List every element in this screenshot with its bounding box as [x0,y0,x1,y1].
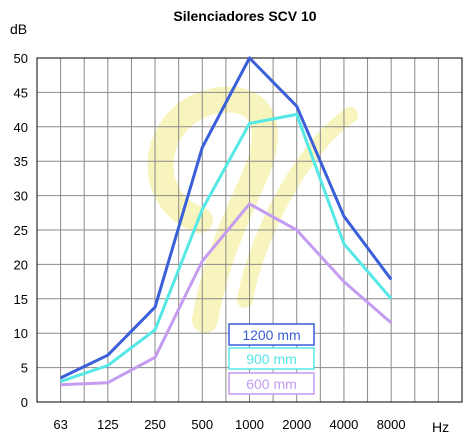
legend-box [228,323,315,346]
y-tick-label: 50 [14,51,28,66]
x-tick-label: 63 [53,417,67,432]
legend-box [228,372,315,395]
y-tick-label: 25 [14,223,28,238]
y-tick-label: 40 [14,120,28,135]
y-axis-ticks: 0 5 10 15 20 25 30 35 40 45 50 [14,51,28,410]
y-tick-label: 30 [14,189,28,204]
x-tick-label: 1000 [235,417,264,432]
y-tick-label: 20 [14,257,28,272]
y-tick-label: 35 [14,154,28,169]
watermark-logo [147,86,358,333]
x-tick-label: 8000 [377,417,406,432]
y-tick-label: 45 [14,85,28,100]
x-tick-label: 2000 [282,417,311,432]
x-tick-label: 250 [144,417,166,432]
legend: 1200 mm 900 mm 600 mm [228,323,315,395]
y-axis-label: dB [10,21,27,37]
series-line-1200-mm [59,56,393,380]
x-axis-ticks: 63 125 250 500 1000 2000 4000 8000 [53,417,405,432]
y-tick-label: 5 [21,361,28,376]
legend-label: 600 mm [246,376,297,392]
legend-label: 1200 mm [242,327,300,343]
x-tick-label: 125 [97,417,119,432]
x-tick-label: 500 [191,417,213,432]
x-tick-label: 4000 [329,417,358,432]
y-tick-label: 0 [21,395,28,410]
y-tick-label: 10 [14,326,28,341]
x-axis-label: Hz [432,419,449,435]
series-lines [59,56,393,387]
chart-title: Silenciadores SCV 10 [173,8,316,24]
series-line-900-mm [60,112,393,383]
legend-label: 900 mm [246,351,297,367]
y-tick-label: 15 [14,292,28,307]
series-line-600-mm [60,202,393,387]
legend-box [228,347,315,370]
